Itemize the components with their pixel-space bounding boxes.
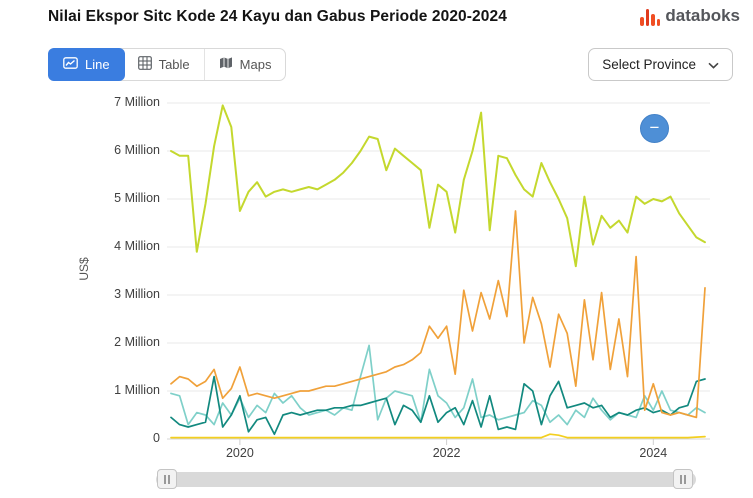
drag-handle-icon — [164, 474, 170, 484]
maps-icon — [219, 56, 233, 73]
zoom-out-button[interactable]: − — [640, 114, 669, 143]
chart-plot-area[interactable] — [167, 97, 710, 445]
x-range-scrollbar[interactable] — [156, 469, 696, 489]
x-tick-label: 2024 — [639, 446, 668, 460]
databoks-logo-text: databoks — [665, 6, 740, 25]
select-province-label: Select Province — [602, 57, 696, 72]
y-tick-label: 0 — [153, 431, 160, 445]
y-tick-label: 4 Million — [114, 239, 160, 253]
select-province-dropdown[interactable]: Select Province — [588, 48, 733, 81]
y-tick-label: 5 Million — [114, 191, 160, 205]
view-button-table-label: Table — [158, 57, 190, 72]
y-tick-label: 6 Million — [114, 143, 160, 157]
drag-handle-icon — [680, 474, 686, 484]
table-icon — [137, 56, 152, 73]
databoks-logo[interactable]: databoks — [640, 6, 740, 26]
view-button-line-label: Line — [85, 57, 110, 72]
chart-view-toggle: Line Table Maps — [48, 48, 287, 81]
view-button-table[interactable]: Table — [124, 49, 204, 80]
series-orange-line — [170, 210, 706, 419]
view-button-line[interactable]: Line — [48, 48, 125, 81]
x-tick-label: 2022 — [432, 446, 461, 460]
databoks-logo-icon — [640, 6, 661, 26]
x-tick-label: 2020 — [225, 446, 254, 460]
scrollbar-left-handle[interactable] — [157, 469, 177, 489]
y-tick-label: 7 Million — [114, 95, 160, 109]
scrollbar-right-handle[interactable] — [673, 469, 693, 489]
series-lime-line — [170, 104, 706, 268]
y-tick-label: 3 Million — [114, 287, 160, 301]
y-axis-title: US$ — [77, 257, 91, 281]
y-tick-label: 2 Million — [114, 335, 160, 349]
view-button-maps-label: Maps — [239, 57, 272, 72]
view-button-maps[interactable]: Maps — [203, 49, 286, 80]
y-tick-label: 1 Million — [114, 383, 160, 397]
chevron-down-icon — [708, 57, 719, 72]
series-teal-line — [170, 375, 706, 436]
line-chart-icon — [63, 57, 78, 72]
minus-icon: − — [649, 118, 660, 137]
series-yellow-line — [170, 433, 706, 439]
page-title: Nilai Ekspor Sitc Kode 24 Kayu dan Gabus… — [48, 8, 507, 25]
